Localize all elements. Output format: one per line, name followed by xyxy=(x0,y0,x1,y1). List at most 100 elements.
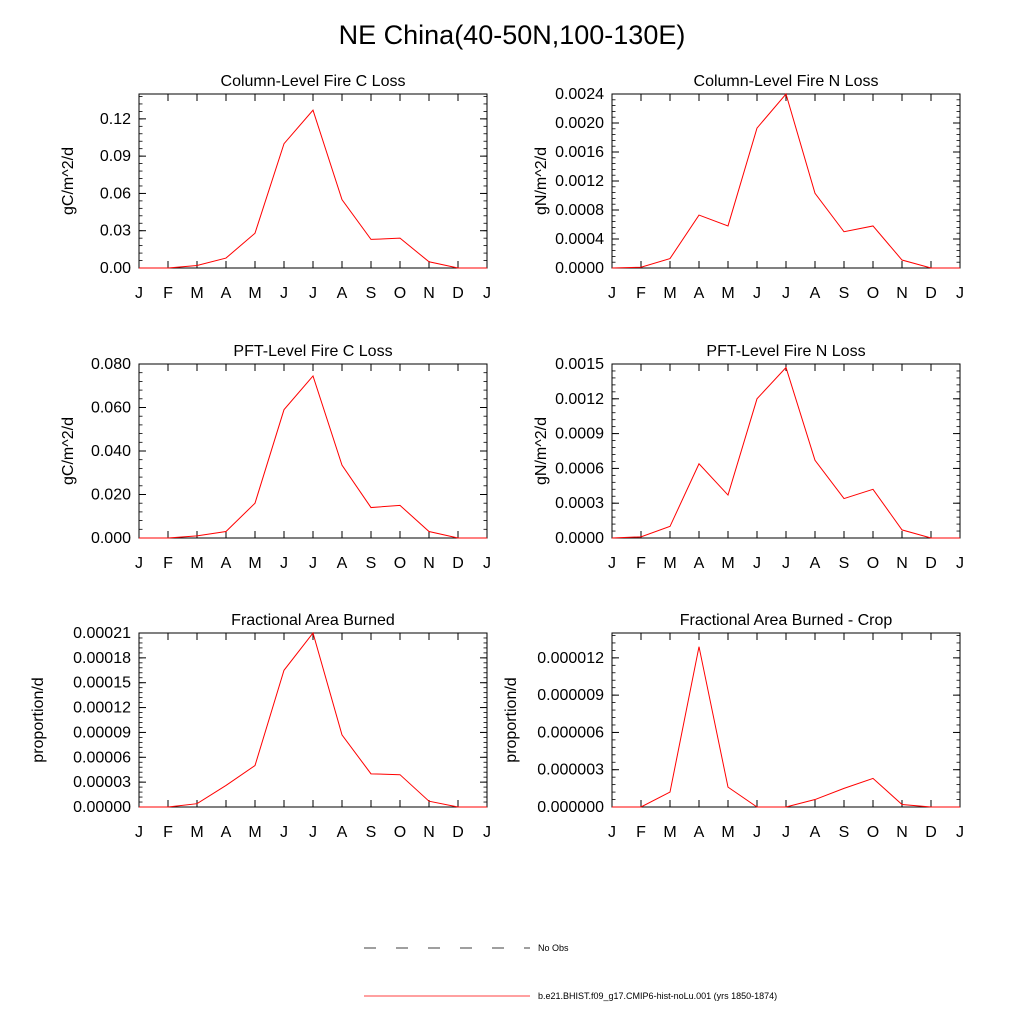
x-tick-label: N xyxy=(896,824,908,841)
chart-title: Column-Level Fire C Loss xyxy=(221,73,406,90)
y-tick-label: 0.00021 xyxy=(73,625,131,642)
plot-frame xyxy=(138,363,488,539)
x-tick-label: N xyxy=(896,285,908,302)
chart-title: Column-Level Fire N Loss xyxy=(694,73,879,90)
x-tick-label: J xyxy=(753,555,761,572)
x-tick-label: A xyxy=(337,824,348,841)
y-tick-label: 0.0012 xyxy=(555,173,604,190)
x-tick-label: J xyxy=(608,555,616,572)
x-tick-label: J xyxy=(280,555,288,572)
x-tick-label: J xyxy=(309,824,317,841)
y-tick-label: 0.0000 xyxy=(555,260,604,277)
x-tick-label: O xyxy=(394,285,406,302)
x-tick-label: J xyxy=(956,555,964,572)
x-tick-label: J xyxy=(753,824,761,841)
x-tick-label: A xyxy=(810,285,821,302)
y-tick-label: 0.03 xyxy=(100,223,131,240)
x-tick-label: J xyxy=(782,824,790,841)
x-tick-label: A xyxy=(221,824,232,841)
chart-panel: Column-Level Fire C Loss 0.00 0.03 0.06 0.09… xyxy=(60,73,491,302)
x-tick-label: M xyxy=(190,824,203,841)
x-tick-label: O xyxy=(867,285,879,302)
x-tick-label: N xyxy=(423,555,435,572)
legend-model-label: b.e21.BHIST.f09_g17.CMIP6-hist-noLu.001 … xyxy=(538,991,777,1001)
y-tick-label: 0.0003 xyxy=(555,495,604,512)
x-tick-label: A xyxy=(694,285,705,302)
x-tick-label: J xyxy=(135,555,143,572)
chart-panel: Column-Level Fire N Loss 0.0000 0.0004 0.00… xyxy=(533,73,964,302)
x-tick-label: O xyxy=(394,824,406,841)
x-tick-label: D xyxy=(452,824,464,841)
x-tick-label: F xyxy=(163,824,173,841)
y-tick-label: 0.000 xyxy=(91,530,131,547)
x-tick-label: J xyxy=(956,285,964,302)
y-tick-label: 0.12 xyxy=(100,111,131,128)
x-tick-label: J xyxy=(280,824,288,841)
y-tick-label: 0.000000 xyxy=(537,799,604,816)
x-tick-label: D xyxy=(925,824,937,841)
y-tick-label: 0.0000 xyxy=(555,530,604,547)
y-tick-label: 0.000012 xyxy=(537,650,604,667)
y-tick-label: 0.020 xyxy=(91,487,131,504)
y-tick-label: 0.00018 xyxy=(73,650,131,667)
y-tick-label: 0.0024 xyxy=(555,86,604,103)
x-tick-label: A xyxy=(694,824,705,841)
x-tick-label: J xyxy=(782,285,790,302)
y-tick-label: 0.00012 xyxy=(73,700,131,717)
y-tick-label: 0.00000 xyxy=(73,799,131,816)
x-tick-label: J xyxy=(483,285,491,302)
y-tick-label: 0.000003 xyxy=(537,762,604,779)
chart-title: Fractional Area Burned xyxy=(231,612,395,629)
y-tick-label: 0.080 xyxy=(91,356,131,373)
y-axis-label: proportion/d xyxy=(503,677,520,762)
x-tick-label: J xyxy=(309,285,317,302)
series-line xyxy=(139,109,487,269)
x-tick-label: S xyxy=(366,285,377,302)
y-tick-label: 0.00015 xyxy=(73,675,131,692)
x-tick-label: N xyxy=(423,824,435,841)
x-tick-label: D xyxy=(452,555,464,572)
x-tick-label: N xyxy=(896,555,908,572)
y-tick-label: 0.06 xyxy=(100,185,131,202)
x-tick-label: M xyxy=(190,555,203,572)
series-line xyxy=(612,646,960,808)
y-tick-label: 0.0008 xyxy=(555,202,604,219)
plot-frame xyxy=(138,632,488,808)
x-tick-label: J xyxy=(483,824,491,841)
y-tick-label: 0.000006 xyxy=(537,724,604,741)
x-tick-label: A xyxy=(337,555,348,572)
x-tick-label: A xyxy=(694,555,705,572)
plot-frame xyxy=(611,632,961,808)
x-tick-label: A xyxy=(810,824,821,841)
series-line xyxy=(139,631,487,808)
x-tick-label: S xyxy=(839,824,850,841)
x-tick-label: J xyxy=(135,285,143,302)
plot-frame xyxy=(611,363,961,539)
x-tick-label: O xyxy=(394,555,406,572)
chart-title: PFT-Level Fire N Loss xyxy=(706,343,865,360)
x-tick-label: F xyxy=(636,285,646,302)
x-tick-label: J xyxy=(753,285,761,302)
x-tick-label: J xyxy=(135,824,143,841)
y-tick-label: 0.0009 xyxy=(555,426,604,443)
x-tick-label: J xyxy=(309,555,317,572)
x-tick-label: A xyxy=(221,555,232,572)
x-tick-label: J xyxy=(782,555,790,572)
x-tick-label: M xyxy=(663,285,676,302)
x-tick-label: A xyxy=(810,555,821,572)
x-tick-label: N xyxy=(423,285,435,302)
y-axis-label: gC/m^2/d xyxy=(60,417,77,485)
x-tick-label: D xyxy=(925,555,937,572)
x-tick-label: M xyxy=(248,555,261,572)
y-tick-label: 0.00 xyxy=(100,260,131,277)
y-axis-label: gN/m^2/d xyxy=(533,147,550,215)
y-tick-label: 0.000009 xyxy=(537,687,604,704)
plot-frame xyxy=(611,93,961,269)
y-tick-label: 0.060 xyxy=(91,400,131,417)
x-tick-label: M xyxy=(721,555,734,572)
x-tick-label: M xyxy=(663,824,676,841)
x-tick-label: A xyxy=(221,285,232,302)
y-tick-label: 0.09 xyxy=(100,148,131,165)
chart-title: PFT-Level Fire C Loss xyxy=(233,343,392,360)
